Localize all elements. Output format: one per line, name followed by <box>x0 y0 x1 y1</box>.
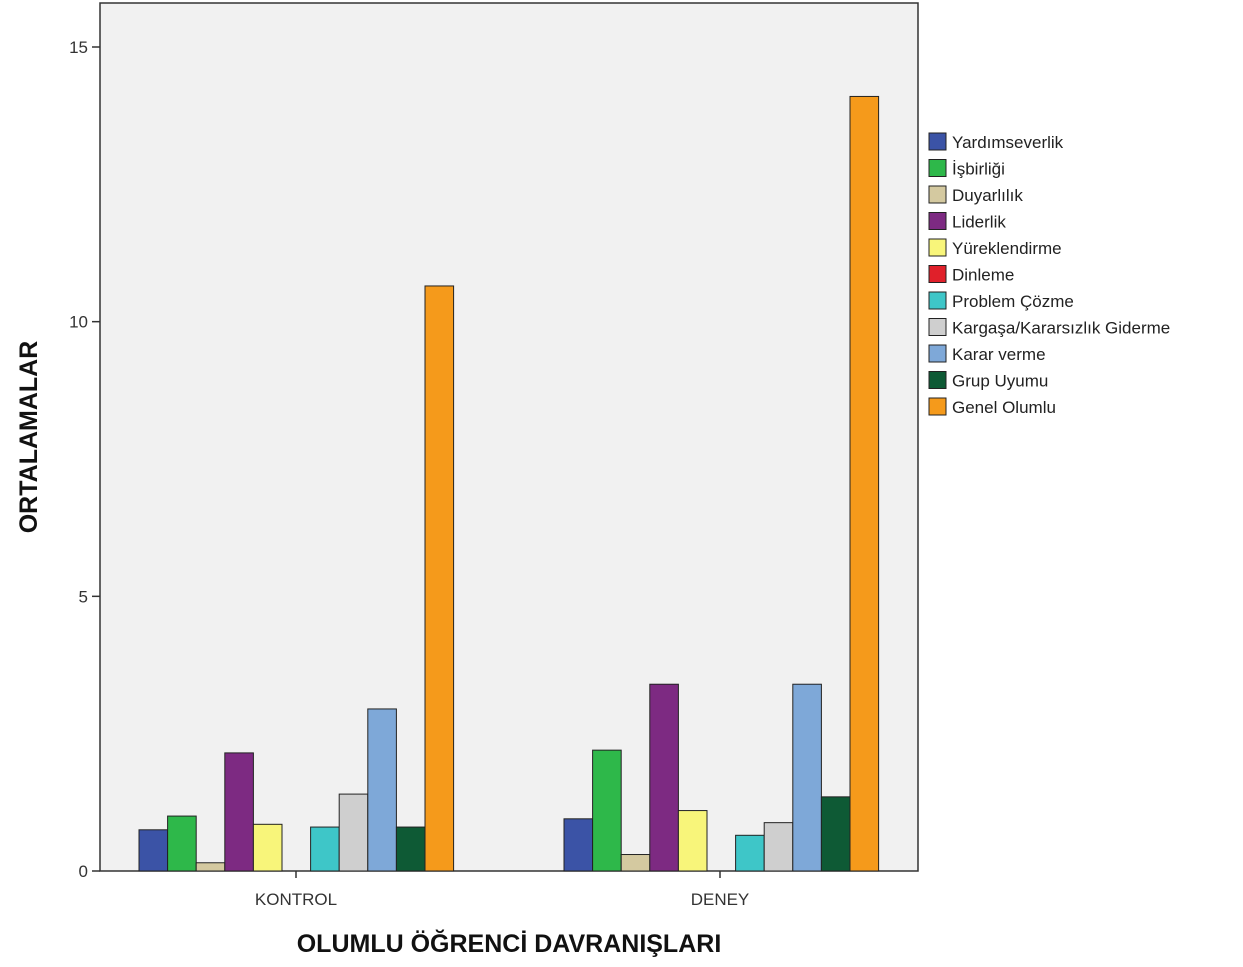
bar-deney-2 <box>592 749 622 872</box>
bar-deney-10 <box>820 796 851 872</box>
bar-kontrol-1 <box>138 829 169 872</box>
legend-label: Grup Uyumu <box>952 372 1048 391</box>
legend-label: Karar verme <box>952 345 1046 364</box>
x-tick-label: DENEY <box>691 890 750 909</box>
legend-label: Yardımseverlik <box>952 133 1064 152</box>
legend-label: Kargaşa/Kararsızlık Giderme <box>952 319 1170 338</box>
plot-area <box>99 2 919 872</box>
bar-deney-1 <box>563 818 594 872</box>
y-tick-label: 5 <box>79 587 88 606</box>
y-tick-label: 15 <box>69 38 88 57</box>
legend: Yardımseverlik İşbirliği Duyarlılık Liderli… <box>928 132 1170 417</box>
bar-kontrol-8 <box>338 793 369 872</box>
bar-deney-9 <box>792 683 822 872</box>
bar-deney-5 <box>677 810 708 872</box>
y-tick-label: 10 <box>69 313 88 332</box>
legend-swatch <box>928 318 947 336</box>
bar-kontrol-10 <box>395 826 426 872</box>
x-axis-title: OLUMLU ÖĞRENCİ DAVRANIŞLARI <box>297 929 722 958</box>
bar-kontrol-2 <box>167 815 197 872</box>
bar-deney-7 <box>735 834 765 872</box>
legend-swatch <box>928 185 947 204</box>
legend-label: Yüreklendirme <box>952 239 1062 258</box>
bar-deney-8 <box>763 822 794 872</box>
y-axis: 0 5 10 15 <box>69 38 100 881</box>
legend-label: Duyarlılık <box>952 186 1023 205</box>
bar-kontrol-3 <box>195 862 226 872</box>
x-tick-label: KONTROL <box>255 890 337 909</box>
legend-swatch <box>928 397 947 416</box>
x-axis: KONTROL DENEY <box>255 871 749 909</box>
legend-label: Dinleme <box>952 266 1014 285</box>
legend-swatch <box>928 159 947 177</box>
legend-swatch <box>928 132 947 151</box>
legend-swatch <box>928 238 947 257</box>
bars <box>138 95 880 872</box>
legend-label: Genel Olumlu <box>952 398 1056 417</box>
bar-kontrol-9 <box>367 708 397 872</box>
legend-label: Problem Çözme <box>952 292 1074 311</box>
bar-kontrol-11 <box>424 285 455 872</box>
legend-swatch <box>928 265 947 283</box>
bar-deney-4 <box>649 683 679 872</box>
bar-deney-3 <box>620 854 651 872</box>
bar-kontrol-7 <box>310 826 340 872</box>
bar-kontrol-4 <box>224 752 254 872</box>
legend-label: Liderlik <box>952 213 1006 232</box>
legend-swatch <box>928 212 947 230</box>
y-tick-label: 0 <box>79 862 88 881</box>
legend-swatch <box>928 291 947 310</box>
legend-swatch <box>928 371 947 389</box>
bar-kontrol-5 <box>252 823 283 872</box>
bar-deney-11 <box>849 95 880 872</box>
y-axis-title: ORTALAMALAR <box>15 341 43 534</box>
legend-label: İşbirliği <box>952 160 1005 179</box>
legend-swatch <box>928 344 947 363</box>
